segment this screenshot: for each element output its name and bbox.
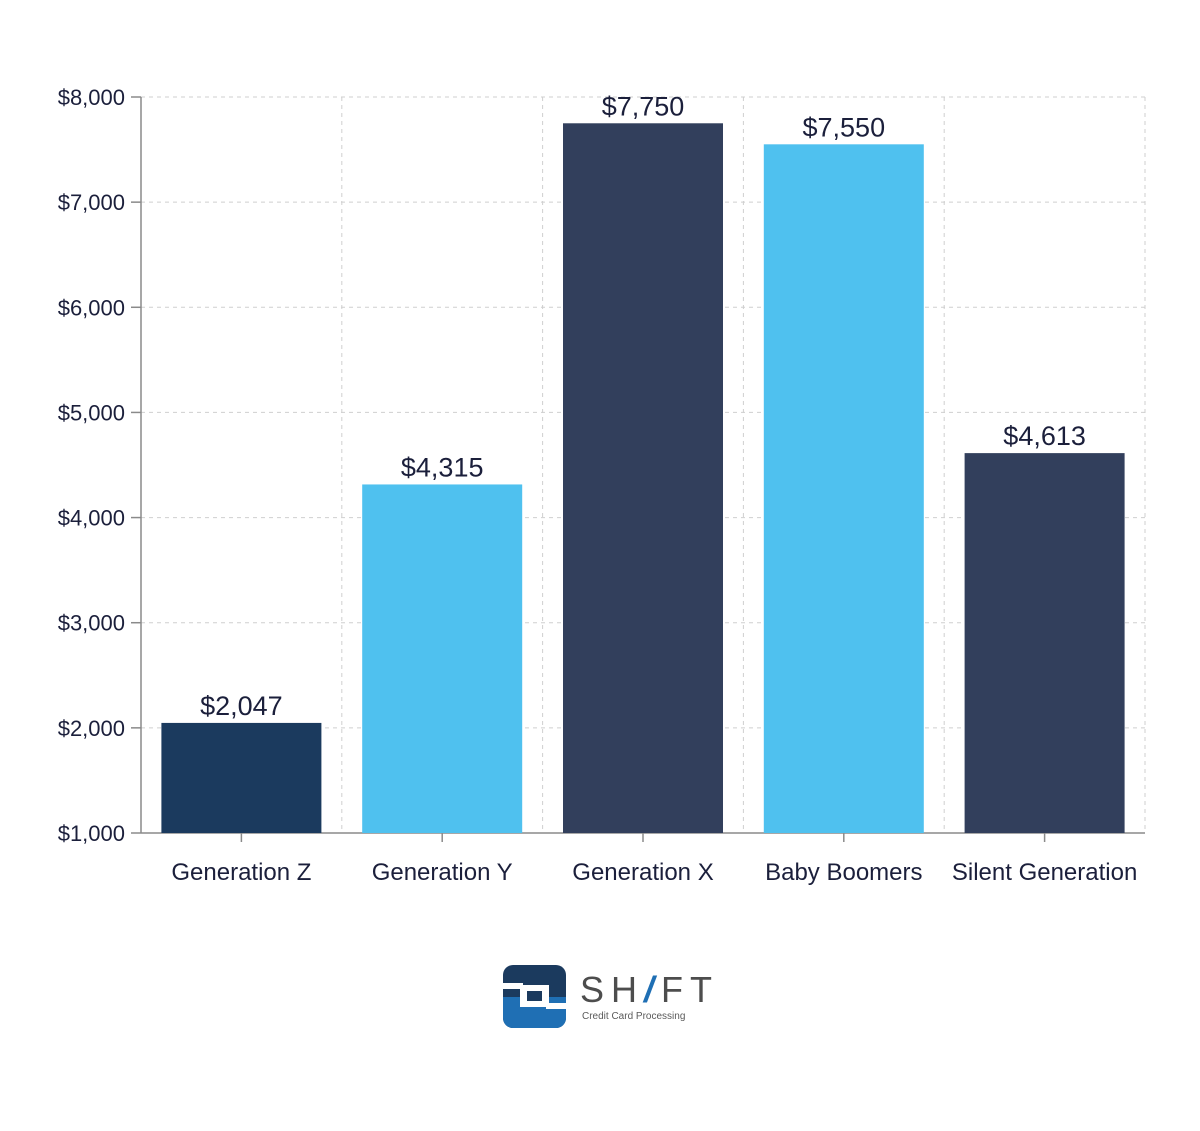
y-tick-label: $5,000 — [58, 400, 125, 425]
x-tick-label: Generation X — [572, 859, 713, 886]
bars — [161, 123, 1125, 834]
y-tick-label: $4,000 — [58, 506, 125, 531]
y-tick-label: $8,000 — [58, 85, 125, 110]
y-tick-label: $6,000 — [58, 295, 125, 320]
shift-logo-icon — [503, 965, 566, 1028]
shift-logo: SH/FT Credit Card Processing — [503, 965, 719, 1028]
bar — [763, 144, 924, 834]
logo-wordmark: SH/FT — [580, 969, 719, 1010]
y-tick-label: $2,000 — [58, 716, 125, 741]
y-tick-label: $7,000 — [58, 190, 125, 215]
x-tick-label: Generation Y — [372, 859, 513, 886]
data-label: $2,047 — [200, 691, 283, 721]
bar — [161, 722, 322, 833]
x-tick-label: Baby Boomers — [765, 859, 922, 886]
gridlines — [141, 96, 1146, 833]
bar — [563, 123, 723, 834]
bar — [964, 453, 1125, 833]
x-tick-label: Silent Generation — [952, 859, 1137, 886]
labels: $1,000 $2,000 $3,000 $4,000 $5,000 $6,000 $7,0… — [58, 85, 1138, 886]
data-label: $4,613 — [1003, 421, 1086, 451]
data-label: $7,550 — [803, 112, 886, 142]
data-label: $7,750 — [602, 91, 685, 121]
data-label: $4,315 — [401, 452, 484, 482]
logo-tagline: Credit Card Processing — [582, 1011, 685, 1022]
y-tick-label: $1,000 — [58, 821, 125, 846]
x-tick-label: Generation Z — [171, 859, 311, 886]
y-tick-label: $3,000 — [58, 611, 125, 636]
bar — [362, 484, 523, 833]
